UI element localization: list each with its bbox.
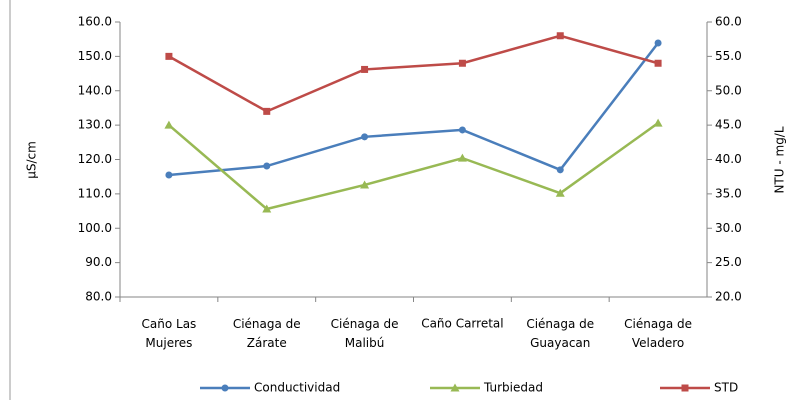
point xyxy=(653,118,663,127)
x-tick-label: Ciénaga de Veladero xyxy=(624,317,692,350)
point xyxy=(681,384,689,392)
point xyxy=(165,171,173,179)
y2-tick-label: 25.0 xyxy=(715,255,742,269)
y2-tick-label: 30.0 xyxy=(715,221,742,235)
y-tick-label: 100.0 xyxy=(78,221,112,235)
y-tick-label: 130.0 xyxy=(78,118,112,132)
point xyxy=(262,204,272,213)
point xyxy=(556,32,564,40)
y2-tick-label: 45.0 xyxy=(715,118,742,132)
point xyxy=(263,162,271,170)
y2-axis-label: NTU - mg/L xyxy=(773,126,787,193)
series-line xyxy=(168,122,659,211)
x-tick-label: Ciénaga de Guayacan xyxy=(526,317,594,350)
x-tick-label: Caño Las Mujeres xyxy=(142,317,197,350)
x-tick-label: Ciénaga de Malibú xyxy=(331,317,399,350)
legend-label: Turbiedad xyxy=(483,381,543,395)
point xyxy=(360,180,370,189)
y-tick-label: 80.0 xyxy=(85,290,112,304)
point xyxy=(457,153,467,162)
x-tick-label: Caño Carretal xyxy=(421,317,503,331)
legend-label: STD xyxy=(714,381,738,395)
point xyxy=(555,188,565,197)
point xyxy=(165,52,173,60)
point xyxy=(361,133,369,141)
point xyxy=(556,166,564,174)
point xyxy=(458,126,466,134)
y-tick-label: 120.0 xyxy=(78,152,112,166)
y2-tick-label: 40.0 xyxy=(715,152,742,166)
point xyxy=(263,107,271,115)
y2-tick-label: 20.0 xyxy=(715,290,742,304)
point xyxy=(458,59,466,67)
y-tick-label: 90.0 xyxy=(85,255,112,269)
series-line xyxy=(168,34,659,113)
y-tick-label: 110.0 xyxy=(78,186,112,200)
point xyxy=(221,384,229,392)
y-tick-label: 150.0 xyxy=(78,49,112,63)
y2-tick-label: 55.0 xyxy=(715,49,742,63)
legend-label: Conductividad xyxy=(254,381,340,395)
x-tick-label: Ciénaga de Zárate xyxy=(233,317,301,350)
y-tick-label: 160.0 xyxy=(78,15,112,29)
point xyxy=(654,59,662,67)
y-axis-label: µS/cm xyxy=(25,141,39,179)
y2-tick-label: 35.0 xyxy=(715,186,742,200)
point xyxy=(654,39,662,47)
point xyxy=(450,383,460,392)
point xyxy=(361,65,369,73)
point xyxy=(164,120,174,129)
y-tick-label: 140.0 xyxy=(78,83,112,97)
series-line xyxy=(168,42,660,177)
y2-tick-label: 50.0 xyxy=(715,83,742,97)
y2-tick-label: 60.0 xyxy=(715,15,742,29)
